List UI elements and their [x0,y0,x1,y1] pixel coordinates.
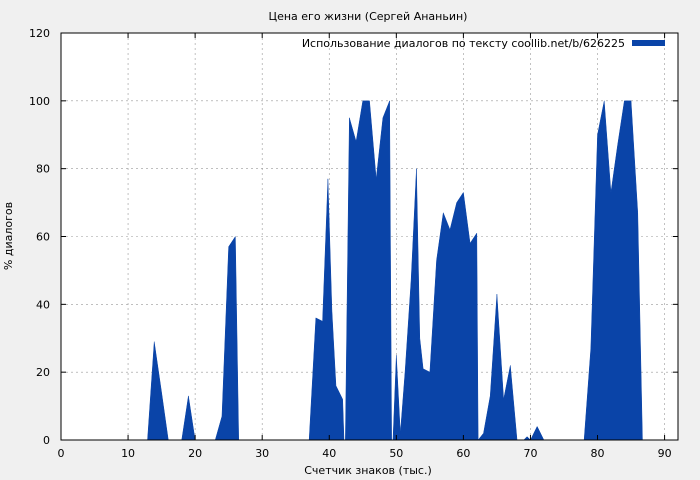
legend-label: Использование диалогов по тексту coollib… [302,37,625,50]
y-tick-label: 80 [36,163,50,176]
x-tick-label: 60 [456,447,470,460]
x-tick-label: 70 [523,447,537,460]
x-tick-label: 40 [322,447,336,460]
x-tick-label: 20 [188,447,202,460]
chart-title: Цена его жизни (Сергей Ананьин) [269,10,468,23]
x-tick-label: 10 [121,447,135,460]
tick-layer: 0 10 20 30 40 50 60 70 80 90 0 20 40 60 80 100 120 [29,27,678,460]
y-tick-label: 0 [43,434,50,447]
x-axis-label: Счетчик знаков (тыс.) [304,464,432,477]
y-tick-label: 120 [29,27,50,40]
y-tick-label: 60 [36,231,50,244]
x-tick-label: 30 [255,447,269,460]
legend: Использование диалогов по тексту coollib… [302,37,665,50]
y-tick-label: 20 [36,366,50,379]
x-tick-label: 50 [389,447,403,460]
x-tick-label: 0 [58,447,65,460]
x-tick-label: 80 [591,447,605,460]
plot-frame [60,32,679,441]
y-tick-label: 40 [36,298,50,311]
legend-swatch [632,40,665,46]
y-axis-label: % диалогов [2,202,15,270]
x-tick-label: 90 [658,447,672,460]
y-tick-label: 100 [29,95,50,108]
